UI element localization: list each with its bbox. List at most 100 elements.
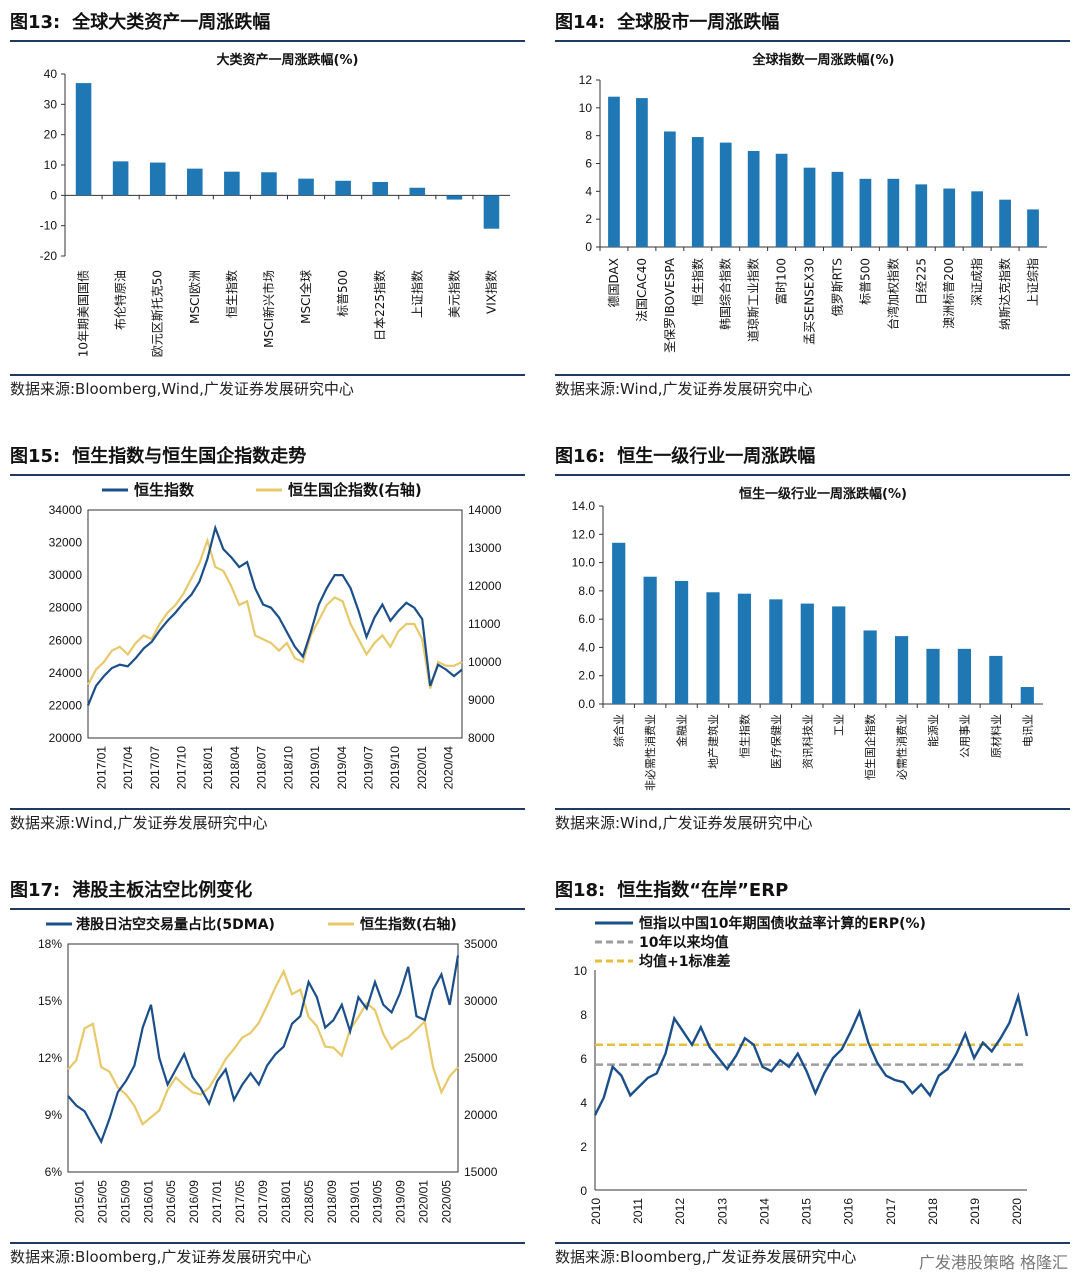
y-tick-label: 14.0 [572, 499, 596, 513]
x-category-label: 圣保罗IBOVESPA [663, 257, 677, 353]
y-left-tick-label: 12% [38, 1051, 62, 1065]
y-right-tick-label: 25000 [464, 1051, 498, 1065]
x-tick-label: 2011 [631, 1198, 645, 1224]
legend-label-erp: 恒指以中国10年期国债收益率计算的ERP(%) [639, 915, 926, 932]
bar [75, 83, 92, 196]
bar [915, 184, 928, 247]
y-tick-label: 40 [44, 67, 58, 81]
x-tick-label: 2016/09 [187, 1180, 201, 1224]
y-tick-label: 10.0 [572, 556, 596, 570]
figure-16-source: 数据来源:Wind,广发证券发展研究中心 [555, 814, 813, 832]
x-tick-label: 2019 [968, 1198, 982, 1225]
x-tick-label: 2013 [715, 1198, 729, 1225]
figure-number: 图15: [10, 446, 61, 467]
figure-heading: 全球大类资产一周涨跌幅 [72, 12, 271, 33]
figure-number: 图14: [555, 12, 606, 33]
series-line-hsi [86, 524, 463, 706]
figure-heading: 恒生一级行业一周涨跌幅 [617, 446, 816, 467]
figure-15-panel: 图15: 恒生指数与恒生国企指数走势 恒生指数 恒生国企指数(右轴) 34000 320… [10, 440, 525, 840]
figure-13-panel: 图13: 全球大类资产一周涨跌幅 大类资产一周涨跌幅(%) 40 30 20 10 0 -10… [10, 6, 525, 406]
y-right-tick-label: 9000 [468, 693, 495, 707]
bar [149, 162, 166, 196]
y-right-tick-label: 13000 [468, 541, 502, 555]
bar [224, 171, 240, 196]
figure-17-source: 数据来源:Bloomberg,广发证券发展研究中心 [10, 1248, 312, 1266]
x-tick-label: 2019/01 [308, 746, 322, 790]
x-category-label: 标普500 [336, 270, 350, 317]
source-rule [10, 1242, 525, 1244]
x-tick-label: 2019/07 [362, 746, 376, 790]
y-tick-label: 2.0 [578, 669, 595, 683]
y-tick-label: 0 [580, 1184, 587, 1198]
source-rule [555, 374, 1070, 376]
x-category-label: 俄罗斯RTS [830, 258, 844, 316]
bar [446, 195, 463, 200]
y-left-tick-label: 9% [45, 1108, 63, 1122]
x-tick-label: 2018/09 [325, 1180, 339, 1224]
figure-17-panel: 图17: 港股主板沽空比例变化 港股日沽空交易量占比(5DMA) 恒生指数(右轴) 1… [10, 874, 525, 1274]
x-category-label: 道琼斯工业指数 [746, 258, 761, 342]
x-tick-label: 2020/05 [440, 1180, 454, 1224]
x-category-label: 医疗保健业 [769, 714, 783, 769]
y-left-tick-label: 18% [38, 937, 62, 951]
figure-16-title: 图16: 恒生一级行业一周涨跌幅 [555, 440, 1070, 474]
bar [926, 648, 940, 704]
x-category-label: 恒生指数 [690, 258, 705, 306]
x-category-label: 纳斯达克指数 [997, 258, 1012, 330]
x-category-label: 能源业 [926, 714, 940, 747]
x-category-label: 地产建筑业 [706, 714, 720, 769]
x-category-label: 原材料业 [989, 714, 1003, 758]
figure-14-panel: 图14: 全球股市一周涨跌幅 全球指数一周涨跌幅(%) 12 10 8 6 4 2 0 德国DAX… [555, 6, 1070, 406]
y-tick-label: 4 [585, 184, 592, 198]
x-category-label: 上证综指 [1025, 258, 1040, 306]
y-left-tick-label: 6% [45, 1165, 63, 1179]
x-category-label: 电讯业 [1021, 714, 1034, 747]
x-category-label: 标普500 [858, 258, 872, 305]
y-tick-label: 0 [50, 188, 57, 202]
source-rule [10, 808, 525, 810]
figure-18-panel: 图18: 恒生指数“在岸”ERP 恒指以中国10年期国债收益率计算的ERP(%) 1… [555, 874, 1070, 1274]
bar [747, 150, 760, 247]
x-category-label: VIX指数 [483, 270, 498, 314]
y-left-tick-label: 26000 [49, 633, 83, 647]
figure-heading: 恒生指数“在岸”ERP [617, 880, 789, 901]
y-left-tick-label: 15% [38, 994, 62, 1008]
x-tick-label: 2018/10 [281, 746, 295, 790]
y-tick-label: 0.0 [578, 697, 595, 711]
title-rule [10, 908, 525, 910]
x-tick-label: 2012 [673, 1198, 687, 1225]
figure-17-title: 图17: 港股主板沽空比例变化 [10, 874, 525, 908]
chart-13-svg: 大类资产一周涨跌幅(%) 40 30 20 10 0 -10 -20 10年期美国国债 布伦特原油… [40, 52, 510, 357]
x-tick-label: 2020/04 [442, 746, 456, 790]
x-tick-label: 2017/05 [233, 1180, 247, 1224]
y-tick-label: 10 [44, 158, 58, 172]
y-right-tick-label: 11000 [468, 617, 501, 631]
y-right-tick-label: 15000 [464, 1165, 498, 1179]
y-tick-label: -20 [40, 249, 58, 263]
x-category-label: 日本225指数 [372, 270, 387, 341]
bar [957, 648, 972, 704]
x-tick-label: 2014 [757, 1198, 771, 1225]
source-rule [555, 808, 1070, 810]
y-tick-label: 12 [579, 73, 593, 87]
x-category-label: 法国CAC40 [635, 258, 649, 322]
bar [636, 98, 648, 247]
bar [608, 96, 620, 247]
bar [612, 542, 626, 704]
figure-number: 图13: [10, 12, 61, 33]
legend-label-hsi: 恒生指数(右轴) [360, 916, 457, 933]
legend-label-hscei: 恒生国企指数(右轴) [288, 481, 422, 499]
x-category-label: 恒生指数 [224, 270, 239, 318]
title-rule [10, 474, 525, 476]
title-rule [555, 40, 1070, 42]
x-category-label: 德国DAX [606, 258, 621, 307]
x-tick-label: 2018/01 [279, 1180, 293, 1224]
bar [372, 181, 388, 196]
x-category-label: 富时100 [774, 258, 789, 305]
x-tick-label: 2019/01 [348, 1180, 362, 1224]
bar [663, 131, 676, 247]
title-rule [555, 474, 1070, 476]
figure-14-title: 图14: 全球股市一周涨跌幅 [555, 6, 1070, 40]
x-category-label: 澳洲标普200 [942, 258, 956, 329]
